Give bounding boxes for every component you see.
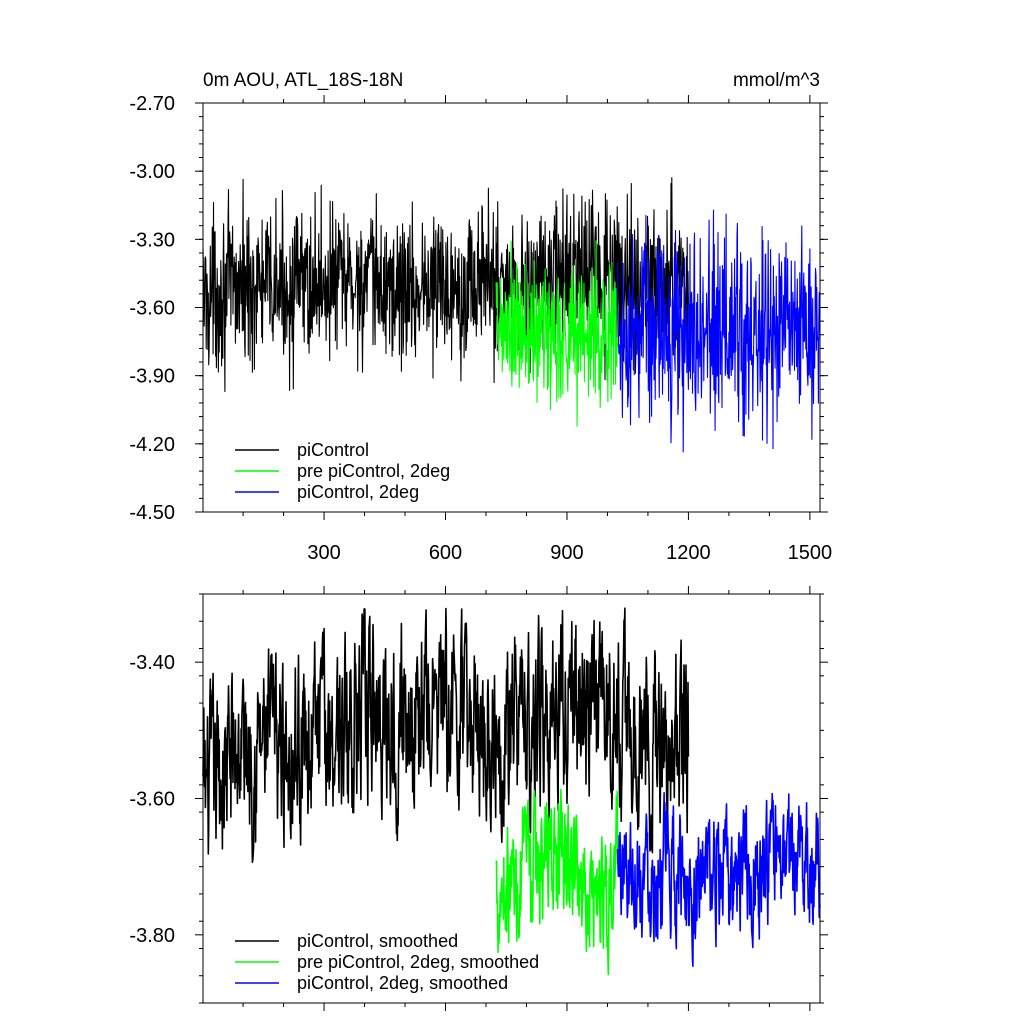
y-tick-label: -3.80 [129,925,175,947]
x-tick-label: 300 [307,542,340,564]
y-tick-label: -3.90 [129,366,175,388]
x-tick-label: 1200 [666,542,711,564]
units-label: mmol/m^3 [733,70,820,91]
bottom-plot-frame [202,593,821,1004]
panel-title: 0m AOU, ATL_18S-18N [203,70,403,91]
series-line-picontrol-smoothed [202,607,690,864]
bottom-series-group [202,607,821,976]
series-line-picontrol-2deg [617,209,821,453]
legend-label: piControl, 2deg [297,482,419,502]
top-panel: 0m AOU, ATL_18S-18N mmol/m^3 300 600 900 12… [129,70,832,564]
x-tick-label: 1500 [788,542,833,564]
series-line-pre-picontrol-2deg [495,240,619,427]
y-tick-label: -2.70 [129,93,175,115]
y-tick-label: -3.60 [129,789,175,811]
y-tick-label: -4.20 [129,434,175,456]
top-series-group [202,177,821,453]
y-tick-label: -3.60 [129,298,175,320]
top-axis-ticks: 300 600 900 1200 1500 -2.70 -3.00 -3.30 -3.60 -3.… [129,93,832,564]
x-tick-label: 600 [429,542,462,564]
series-line-picontrol-2deg-smoothed [616,791,821,968]
y-tick-label: -3.40 [129,652,175,674]
legend-label: piControl, 2deg, smoothed [297,973,508,993]
legend-label: piControl [297,440,369,460]
legend-label: piControl, smoothed [297,931,458,951]
x-tick-label: 900 [550,542,583,564]
y-tick-label: -3.30 [129,229,175,251]
legend-label: pre piControl, 2deg, smoothed [297,952,539,972]
legend-label: pre piControl, 2deg [297,461,450,481]
bottom-axis-ticks: -3.40 -3.60 -3.80 [129,586,828,1011]
series-line-picontrol [202,177,689,393]
y-tick-label: -3.00 [129,161,175,183]
top-plot-frame [202,102,821,513]
y-tick-label: -4.50 [129,502,175,524]
series-line-pre-picontrol-2deg-smoothed [495,788,619,976]
